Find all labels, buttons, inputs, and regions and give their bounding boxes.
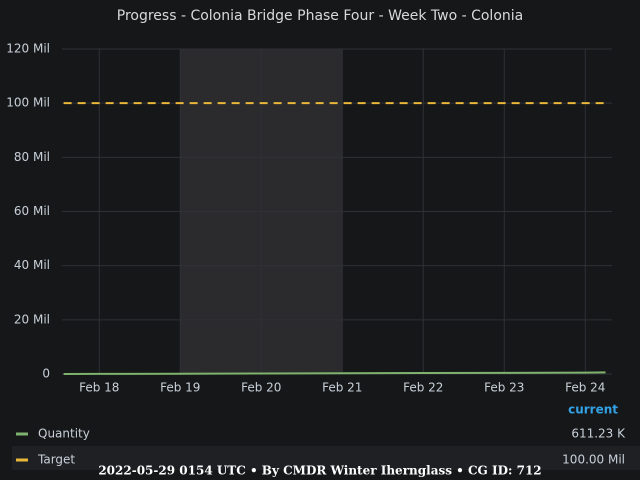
y-tick-label: 80 Mil bbox=[14, 150, 50, 164]
legend-value: 100.00 Mil bbox=[562, 453, 625, 467]
y-tick-label: 120 Mil bbox=[6, 42, 50, 56]
chart-title: Progress - Colonia Bridge Phase Four - W… bbox=[117, 8, 523, 24]
legend-header: current bbox=[568, 403, 618, 417]
x-tick-label: Feb 21 bbox=[322, 381, 362, 395]
series-line bbox=[63, 371, 606, 375]
y-tick-label: 100 Mil bbox=[6, 96, 50, 110]
y-tick-label: 60 Mil bbox=[14, 204, 50, 218]
x-tick-label: Feb 24 bbox=[565, 381, 605, 395]
x-tick-label: Feb 18 bbox=[79, 381, 119, 395]
x-tick-label: Feb 22 bbox=[403, 381, 443, 395]
legend-row-bg bbox=[12, 446, 640, 470]
footer: 2022-05-29 0154 UTC • By CMDR Winter Ihe… bbox=[98, 464, 541, 478]
legend-label: Quantity bbox=[38, 427, 90, 441]
y-tick-label: 0 bbox=[42, 367, 50, 381]
x-tick-label: Feb 23 bbox=[484, 381, 524, 395]
y-tick-label: 40 Mil bbox=[14, 258, 50, 272]
legend-label: Target bbox=[37, 453, 75, 467]
x-tick-label: Feb 19 bbox=[160, 381, 200, 395]
legend-value: 611.23 K bbox=[571, 427, 626, 441]
x-tick-label: Feb 20 bbox=[241, 381, 281, 395]
y-tick-label: 20 Mil bbox=[14, 312, 50, 326]
